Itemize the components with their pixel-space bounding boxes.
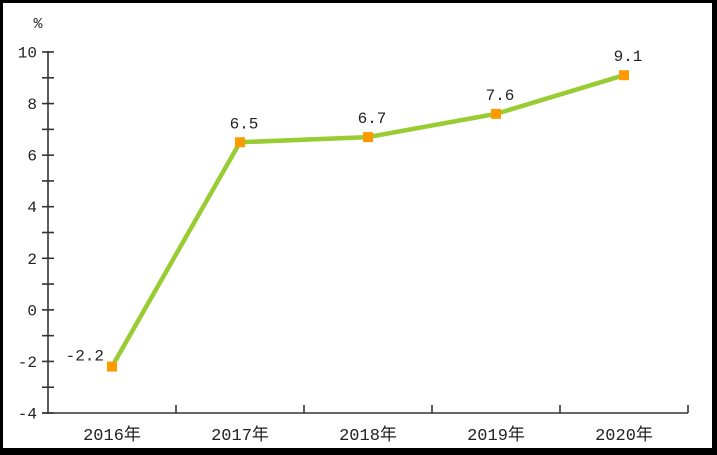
y-axis-tick-label: 6 (27, 148, 37, 166)
y-axis-tick-label: 0 (27, 302, 37, 320)
x-axis-category-label: 2018年 (339, 425, 397, 446)
y-axis-tick-label: 2 (27, 251, 37, 269)
data-label: 9.1 (614, 48, 643, 66)
data-point-marker (107, 361, 117, 372)
y-axis-tick-label: 10 (18, 45, 37, 63)
x-axis-category-label: 2016年 (83, 425, 141, 446)
y-axis-unit-label: % (33, 16, 43, 33)
data-point-marker (363, 132, 373, 143)
x-axis-category-label: 2019年 (467, 425, 525, 446)
data-point-marker (491, 108, 501, 119)
line-chart: -4 -2 0 2 4 6 8 10 2016年 2017年 2018年 2019年 2020年% -2.… (18, 16, 689, 446)
data-point-marker (235, 137, 245, 148)
y-axis-tick-label: 8 (27, 96, 37, 114)
data-label: 6.7 (358, 110, 387, 128)
data-label: 6.5 (230, 115, 259, 133)
y-axis-tick-label: 4 (27, 199, 37, 217)
data-label: 7.6 (486, 87, 515, 105)
x-axis-category-label: 2020年 (595, 425, 653, 446)
y-axis-tick-label: -2 (18, 354, 37, 372)
y-axis-tick-label: -4 (18, 406, 37, 424)
data-point-marker (619, 70, 629, 81)
x-axis-category-label: 2017年 (211, 425, 269, 446)
data-label: -2.2 (66, 348, 104, 366)
